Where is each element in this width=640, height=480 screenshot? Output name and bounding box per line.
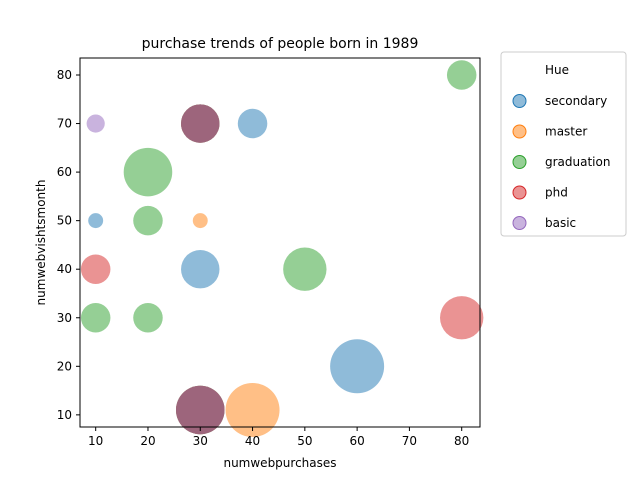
legend: Hue secondary master graduation phd basic xyxy=(500,51,627,237)
scatter-point-secondary xyxy=(181,249,220,289)
scatter-point-graduation xyxy=(133,205,163,236)
legend-box xyxy=(500,51,627,237)
points-layer xyxy=(80,60,484,438)
scatter-point-basic xyxy=(181,104,220,143)
y-tick-label: 30 xyxy=(57,311,72,325)
x-tick-label: 30 xyxy=(193,434,208,448)
legend-label-graduation: graduation xyxy=(545,155,610,169)
scatter-point-graduation xyxy=(446,60,477,90)
x-axis: 10 20 30 40 50 60 70 80 xyxy=(88,427,469,448)
scatter-point-graduation xyxy=(283,247,327,291)
scatter-point-master xyxy=(225,383,280,438)
x-tick-label: 70 xyxy=(402,434,417,448)
plot-frame xyxy=(79,57,481,428)
legend-marker-secondary xyxy=(512,94,527,108)
y-tick-label: 60 xyxy=(57,165,72,179)
scatter-point-master xyxy=(192,213,208,229)
scatter-point-graduation xyxy=(123,147,173,197)
legend-label-basic: basic xyxy=(545,216,576,230)
scatter-point-graduation xyxy=(133,303,163,333)
x-tick-label: 60 xyxy=(349,434,364,448)
legend-marker-basic xyxy=(512,216,527,230)
legend-label-phd: phd xyxy=(545,186,568,200)
legend-marker-phd xyxy=(512,185,527,200)
y-tick-label: 70 xyxy=(57,117,72,131)
scatter-point-graduation xyxy=(80,303,111,333)
scatter-point-phd xyxy=(440,296,484,340)
chart-title: purchase trends of people born in 1989 xyxy=(142,36,419,52)
scatter-point-secondary xyxy=(237,108,268,139)
legend-marker-master xyxy=(512,124,527,139)
y-tick-label: 20 xyxy=(57,359,72,373)
legend-label-secondary: secondary xyxy=(545,94,607,108)
y-axis-label: numwebvishtsmonth xyxy=(34,180,48,306)
y-tick-label: 80 xyxy=(57,68,72,82)
x-tick-label: 50 xyxy=(297,434,312,448)
y-tick-label: 50 xyxy=(57,214,72,228)
scatter-point-secondary xyxy=(88,213,104,229)
x-tick-label: 40 xyxy=(245,434,260,448)
scatter-point-secondary xyxy=(330,339,385,394)
legend-title: Hue xyxy=(545,63,569,77)
scatter-point-basic xyxy=(86,114,105,133)
x-tick-label: 80 xyxy=(454,434,469,448)
x-tick-label: 10 xyxy=(88,434,103,448)
x-tick-label: 20 xyxy=(140,434,155,448)
scatter-point-phd xyxy=(80,254,111,284)
y-axis: 10 20 30 40 50 60 70 80 xyxy=(57,68,80,422)
scatter-point-basic xyxy=(175,385,225,435)
y-tick-label: 10 xyxy=(57,408,72,422)
y-tick-label: 40 xyxy=(57,262,72,276)
legend-marker-graduation xyxy=(512,155,527,169)
x-axis-label: numwebpurchases xyxy=(223,456,336,470)
legend-label-master: master xyxy=(545,125,587,139)
